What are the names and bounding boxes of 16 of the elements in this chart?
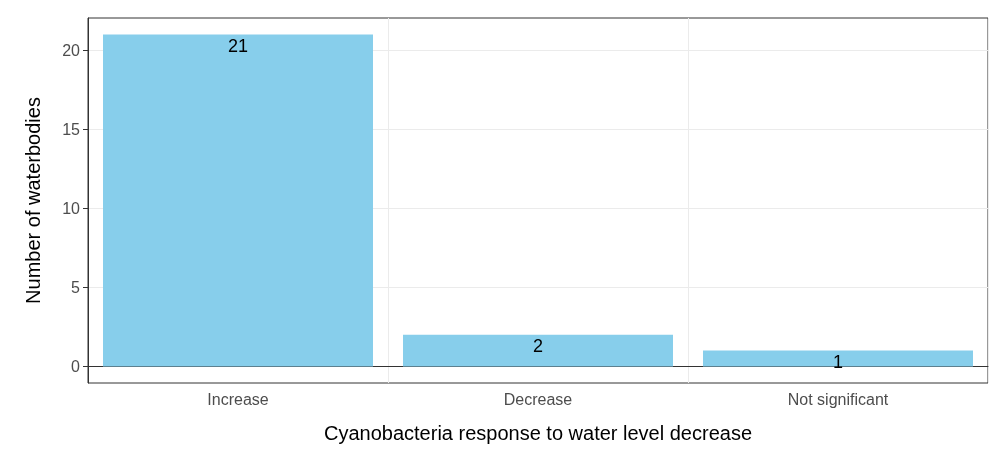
y-axis-title: Number of waterbodies xyxy=(22,97,44,304)
y-tick-label: 10 xyxy=(62,199,81,217)
data-label: 21 xyxy=(227,35,249,56)
bar xyxy=(403,334,673,367)
x-tick-label: Increase xyxy=(207,390,269,408)
x-tick-label: Not significant xyxy=(787,390,889,408)
data-label: 2 xyxy=(532,335,544,356)
y-tick-label: 0 xyxy=(71,357,81,375)
bar xyxy=(703,350,973,367)
bar xyxy=(103,34,373,367)
x-axis-title: Cyanobacteria response to water level decrease xyxy=(323,422,753,444)
x-tick-label: Decrease xyxy=(503,390,573,408)
y-tick-label: 5 xyxy=(71,278,81,296)
y-tick-label: 20 xyxy=(62,41,81,59)
data-label: 1 xyxy=(832,351,844,372)
y-tick-label: 15 xyxy=(62,120,81,138)
